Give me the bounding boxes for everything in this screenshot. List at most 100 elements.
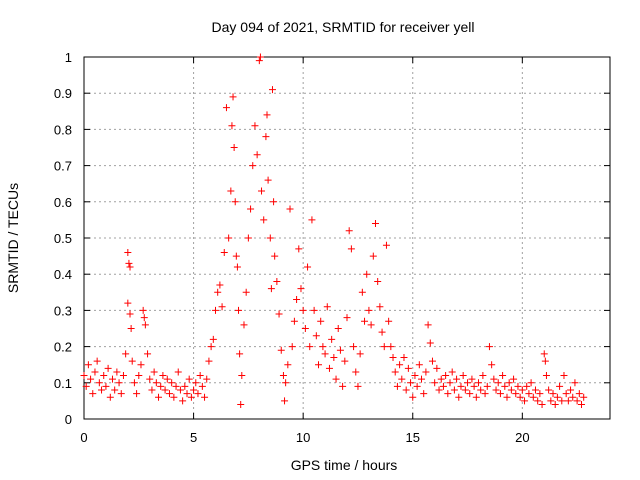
data-point (518, 386, 526, 394)
data-point (163, 375, 171, 383)
data-point (203, 375, 211, 383)
data-point (330, 353, 338, 361)
data-point (170, 393, 178, 401)
data-point (464, 379, 472, 387)
data-point (347, 245, 355, 253)
data-point (341, 357, 349, 365)
data-point (168, 379, 176, 387)
y-tick-label: 0.2 (54, 340, 72, 355)
data-point (525, 390, 533, 398)
data-point (137, 361, 145, 369)
data-point (115, 379, 123, 387)
data-point (207, 343, 215, 351)
data-point (448, 368, 456, 376)
data-point (113, 368, 121, 376)
data-point (523, 382, 531, 390)
data-point (569, 393, 577, 401)
data-point (108, 375, 116, 383)
data-point (398, 375, 406, 383)
data-point (536, 390, 544, 398)
data-point (426, 339, 434, 347)
data-point (352, 368, 360, 376)
data-point (304, 263, 312, 271)
data-point (442, 372, 450, 380)
data-point (264, 176, 272, 184)
data-point (277, 346, 285, 354)
data-point (155, 393, 163, 401)
data-point (185, 375, 193, 383)
data-point (161, 386, 169, 394)
data-point (541, 357, 549, 365)
data-point (267, 285, 275, 293)
data-point (282, 379, 290, 387)
data-point (139, 306, 147, 314)
data-point (235, 306, 243, 314)
data-points (80, 53, 588, 409)
data-point (345, 227, 353, 235)
data-point (125, 259, 133, 267)
data-point (133, 390, 141, 398)
data-point (91, 368, 99, 376)
data-point (411, 372, 419, 380)
data-point (251, 122, 259, 130)
data-point (483, 382, 491, 390)
plot-area (83, 56, 611, 420)
data-point (172, 382, 180, 390)
data-point (393, 382, 401, 390)
data-point (551, 401, 559, 409)
data-point (216, 281, 224, 289)
data-point (363, 270, 371, 278)
data-point (516, 393, 524, 401)
data-point (387, 343, 395, 351)
data-point (281, 397, 289, 405)
y-tick-label: 0.6 (54, 195, 72, 210)
data-point (540, 350, 548, 358)
data-point (205, 357, 213, 365)
data-point (183, 390, 191, 398)
data-point (312, 332, 320, 340)
data-point (126, 263, 134, 271)
data-point (258, 187, 266, 195)
data-point (286, 205, 294, 213)
data-point (325, 364, 333, 372)
data-point (295, 245, 303, 253)
data-point (299, 306, 307, 314)
data-point (256, 53, 264, 61)
data-point (485, 343, 493, 351)
data-point (558, 397, 566, 405)
data-point (431, 379, 439, 387)
data-point (549, 390, 557, 398)
data-point (212, 306, 219, 314)
data-point (580, 393, 588, 401)
data-point (328, 335, 336, 343)
data-point (231, 198, 239, 206)
data-point (578, 401, 586, 409)
data-point (106, 393, 114, 401)
y-tick-label: 0.1 (54, 376, 72, 391)
data-point (435, 386, 443, 394)
data-point (477, 386, 485, 394)
data-point (380, 343, 388, 351)
data-point (89, 390, 97, 398)
data-point (571, 379, 579, 387)
data-point (98, 386, 106, 394)
data-point (104, 364, 112, 372)
data-point (433, 364, 441, 372)
y-axis-ticks: 0 0.1 0.2 0.3 0.4 0.5 0.6 0.7 0.8 0.9 1 (54, 50, 610, 427)
data-point (247, 205, 255, 213)
data-point (439, 382, 447, 390)
data-point (459, 372, 467, 380)
data-point (378, 328, 386, 336)
data-point (361, 317, 369, 325)
data-point (521, 397, 529, 405)
data-point (255, 57, 263, 65)
data-point (510, 375, 518, 383)
data-point (271, 252, 279, 260)
data-point (100, 372, 108, 380)
data-point (494, 379, 502, 387)
data-point (82, 382, 90, 390)
data-point (270, 198, 278, 206)
data-point (290, 317, 298, 325)
data-point (444, 390, 452, 398)
